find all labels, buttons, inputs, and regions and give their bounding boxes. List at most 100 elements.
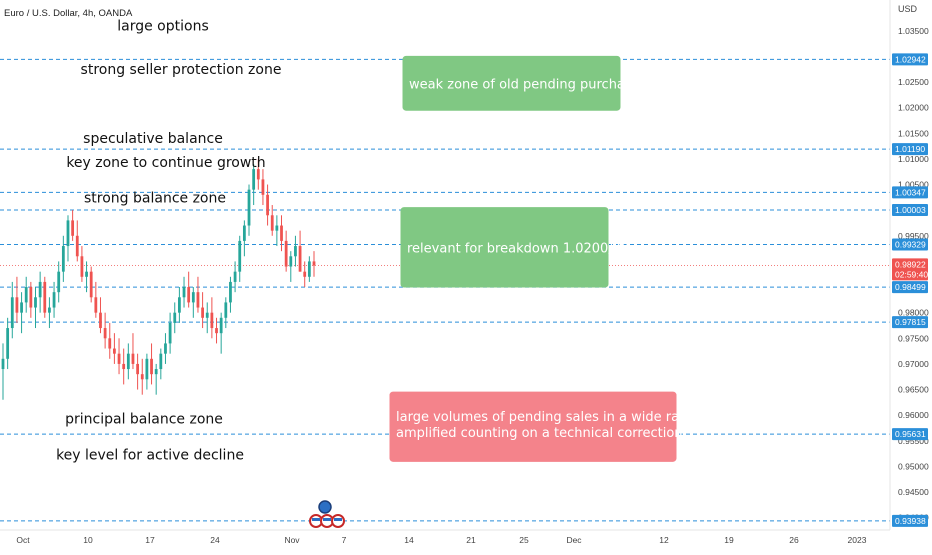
x-tick-label: 21 <box>466 535 476 545</box>
candle-body <box>196 292 200 308</box>
candle-body <box>66 220 70 247</box>
chart-annotation[interactable]: key level for active decline <box>56 448 244 464</box>
candle-body <box>10 297 14 329</box>
candle-body <box>24 287 28 303</box>
x-tick-label: 14 <box>404 535 414 545</box>
candle-body <box>159 353 163 370</box>
level-price-tag <box>892 186 928 199</box>
candle-body <box>117 353 121 364</box>
flag-stripe <box>312 518 320 521</box>
candle-body <box>298 246 302 272</box>
level-price-tag <box>892 316 928 329</box>
candle-body <box>1 358 5 370</box>
candle-body <box>126 353 130 370</box>
candle-body <box>256 169 260 180</box>
level-price-tag <box>892 143 928 156</box>
y-tick-label: 0.96500 <box>898 385 929 395</box>
candle-body <box>38 281 42 298</box>
event-flag-icon[interactable] <box>318 500 332 514</box>
level-price-tag <box>892 238 928 251</box>
candle-body <box>29 287 33 308</box>
candle-body <box>280 225 283 241</box>
y-tick-label: 0.96000 <box>898 410 929 420</box>
current-price-tag <box>892 258 928 281</box>
candle-body <box>252 169 256 190</box>
y-tick-label: 0.97000 <box>898 359 929 369</box>
symbol-title: Euro / U.S. Dollar, 4h, OANDA <box>4 8 133 19</box>
candle-body <box>154 369 158 375</box>
candle-body <box>57 271 61 293</box>
candle-body <box>89 271 93 298</box>
level-price-label: 0.93938 <box>895 516 926 526</box>
x-tick-label: Oct <box>16 535 30 545</box>
candle-body <box>113 348 116 354</box>
level-price-tag <box>892 204 928 217</box>
candle-body <box>173 312 177 323</box>
x-tick-label: 10 <box>83 535 93 545</box>
candle-body <box>145 358 149 380</box>
zone-box[interactable] <box>400 207 609 288</box>
zone-box[interactable] <box>389 391 677 462</box>
y-tick-label: 1.01000 <box>898 154 929 164</box>
level-price-label: 1.01190 <box>895 144 925 154</box>
level-price-label: 0.99329 <box>895 240 926 250</box>
x-tick-label: Dec <box>566 535 582 545</box>
candle-body <box>150 358 153 375</box>
level-price-tag <box>892 53 928 66</box>
candle-body <box>238 240 242 272</box>
y-tick-label: 0.99500 <box>898 231 929 241</box>
candle-body <box>312 261 316 266</box>
y-tick-label: 1.02000 <box>898 103 929 113</box>
x-tick-label: 26 <box>789 535 799 545</box>
candle-body <box>187 287 191 303</box>
candle-body <box>177 297 181 313</box>
candle-body <box>219 317 223 334</box>
x-tick-label: 2023 <box>848 535 867 545</box>
chart-annotation[interactable]: large options <box>117 19 209 35</box>
candle-body <box>80 256 84 277</box>
candle-body <box>168 322 172 344</box>
candle-body <box>307 261 311 277</box>
candle-body <box>52 292 56 308</box>
y-tick-label: 1.00500 <box>898 180 929 190</box>
level-price-tag <box>892 428 928 441</box>
candle-body <box>34 297 37 308</box>
candle-body <box>275 225 279 231</box>
chart-annotation[interactable]: speculative balance <box>83 131 223 147</box>
candle-body <box>20 302 23 313</box>
events-icon-group[interactable] <box>309 500 345 528</box>
chart-annotation[interactable]: strong seller protection zone <box>81 62 282 78</box>
candle-body <box>242 225 246 241</box>
candle-body <box>136 363 140 375</box>
candle-body <box>131 353 135 364</box>
candle-body <box>122 363 126 370</box>
chart-annotation[interactable]: principal balance zone <box>65 411 223 427</box>
candle-body <box>270 215 274 231</box>
candle-body <box>294 246 297 257</box>
level-price-tag <box>892 514 928 527</box>
level-price-label: 0.95631 <box>895 429 926 439</box>
level-price-label: 1.02942 <box>895 54 926 64</box>
candle-body <box>15 297 19 313</box>
flag-stripe <box>323 518 331 521</box>
level-price-label: 0.98499 <box>895 282 926 292</box>
x-tick-label: 24 <box>210 535 220 545</box>
chart-annotation[interactable]: key zone to continue growth <box>66 155 265 171</box>
candle-body <box>43 281 47 313</box>
candle-body <box>71 220 75 236</box>
candle-body <box>94 297 98 313</box>
candle-body <box>261 179 265 195</box>
candle-body <box>284 240 288 267</box>
currency-label: USD <box>898 4 918 14</box>
candle-body <box>210 312 214 329</box>
candle-body <box>99 312 102 329</box>
candle-body <box>289 256 293 267</box>
zone-box[interactable] <box>402 55 621 111</box>
candle-body <box>201 307 204 318</box>
y-tick-label: 0.97500 <box>898 333 929 343</box>
chart-annotation[interactable]: strong balance zone <box>84 190 226 206</box>
candle-body <box>48 307 51 313</box>
zone-box-label: weak zone of old pending purchases <box>409 77 647 92</box>
flag-stripe <box>334 518 342 521</box>
